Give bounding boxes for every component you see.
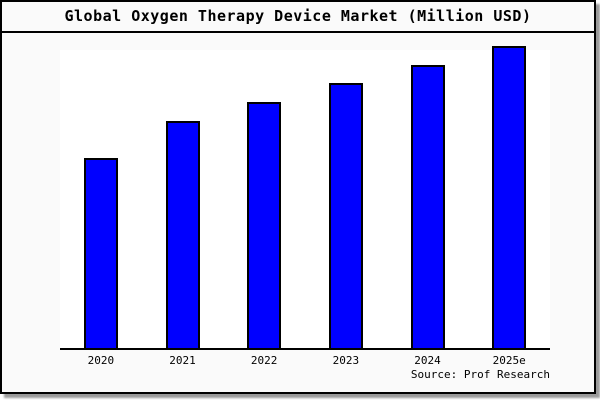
x-tick-2023: 2023 xyxy=(332,354,360,367)
chart-frame: Global Oxygen Therapy Device Market (Mil… xyxy=(0,0,596,394)
x-tick-2022: 2022 xyxy=(250,354,278,367)
source-label: Source: Prof Research xyxy=(410,368,550,381)
bar-2021 xyxy=(165,121,200,348)
bar-2020 xyxy=(83,158,118,348)
x-tick-2021: 2021 xyxy=(169,354,196,367)
plot-area xyxy=(60,46,550,350)
bar-2024 xyxy=(410,65,445,348)
chart-title: Global Oxygen Therapy Device Market (Mil… xyxy=(2,2,594,33)
bar-2022 xyxy=(247,102,282,348)
x-tick-2024: 2024 xyxy=(414,354,441,367)
x-tick-2020: 2020 xyxy=(87,354,115,367)
bar-2025e xyxy=(492,46,527,348)
x-tick-2025e: 2025e xyxy=(492,354,526,367)
bar-2023 xyxy=(328,83,363,348)
